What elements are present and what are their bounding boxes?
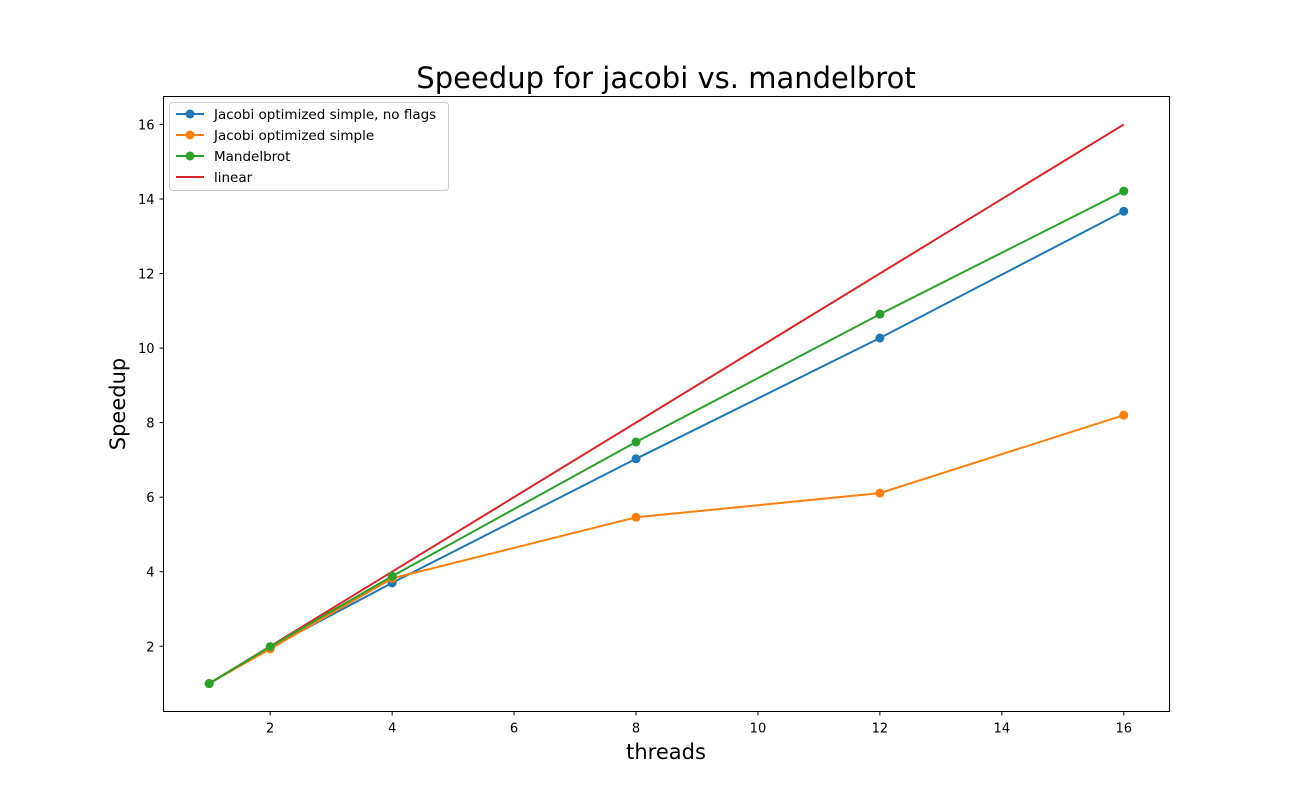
x-tick-label: 2 — [266, 722, 274, 737]
x-axis: 2 4 6 8 10 12 14 16 — [266, 711, 1132, 737]
y-axis: 2 4 6 8 10 12 14 16 — [138, 118, 164, 655]
x-tick-label: 16 — [1115, 722, 1132, 737]
y-tick-label: 10 — [138, 342, 155, 357]
x-axis-label: threads — [626, 740, 706, 764]
data-point-0 — [875, 333, 885, 343]
series-line-1 — [208, 414, 1125, 685]
chart-title: Speedup for jacobi vs. mandelbrot — [416, 61, 915, 95]
x-tick-label: 14 — [994, 722, 1011, 737]
legend-label: Jacobi optimized simple — [213, 128, 374, 144]
x-tick-label: 12 — [872, 722, 889, 737]
data-point-1 — [1119, 410, 1129, 420]
data-point-0 — [1119, 206, 1129, 216]
data-point-1 — [631, 512, 641, 522]
y-tick-label: 8 — [146, 417, 154, 432]
series-line-0 — [208, 210, 1125, 685]
legend-box — [169, 102, 449, 191]
data-point-2 — [204, 679, 214, 689]
data-point-2 — [631, 437, 641, 447]
data-point-2 — [265, 642, 275, 652]
data-point-2 — [875, 309, 885, 319]
x-tick-label: 8 — [632, 722, 640, 737]
data-point-0 — [631, 454, 641, 464]
legend-label: linear — [214, 170, 253, 186]
legend-label: Mandelbrot — [214, 149, 290, 165]
series-line-3 — [208, 123, 1125, 685]
data-point-1 — [875, 488, 885, 498]
y-tick-label: 16 — [138, 118, 155, 133]
y-tick-label: 6 — [146, 491, 154, 506]
y-tick-label: 2 — [146, 640, 154, 655]
legend-swatch-marker — [185, 130, 195, 140]
y-tick-label: 12 — [138, 268, 155, 283]
series-line-2 — [208, 190, 1125, 685]
plot-frame — [163, 96, 1170, 712]
data-point-2 — [387, 571, 397, 581]
legend-swatch-marker — [185, 109, 195, 119]
x-tick-label: 6 — [510, 722, 518, 737]
y-tick-label: 4 — [146, 566, 154, 581]
legend-label: Jacobi optimized simple, no flags — [213, 107, 436, 123]
y-axis-label: Speedup — [106, 358, 130, 450]
legend-swatch-marker — [185, 151, 195, 161]
legend: Jacobi optimized simple, no flags Jacobi … — [169, 102, 449, 191]
x-tick-label: 4 — [388, 722, 396, 737]
data-point-2 — [1119, 186, 1129, 196]
y-tick-label: 14 — [138, 193, 155, 208]
plot-area — [204, 123, 1129, 689]
x-tick-label: 10 — [750, 722, 767, 737]
